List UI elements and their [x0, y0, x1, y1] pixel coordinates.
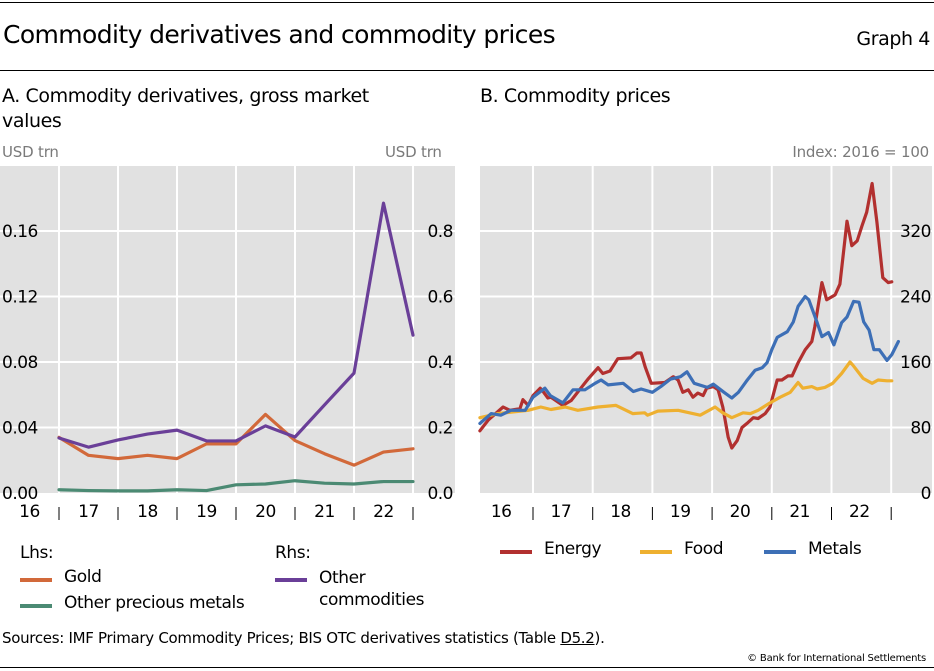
copyright-note: © Bank for International Settlements — [747, 653, 926, 664]
panel-a-title-line1: A. Commodity derivatives, gross market — [2, 85, 369, 107]
panel-b-plot-area — [480, 166, 932, 493]
panel-a-right-unit: USD trn — [385, 143, 442, 161]
panel-b-x-tick-label: 16 — [491, 502, 512, 522]
panel-b-x-tick-label: 22 — [849, 502, 870, 522]
panel-a-right-tick-label: 0.0 — [427, 484, 453, 504]
panel-a-right-tick-label: 0.8 — [427, 222, 453, 242]
legend-item-food: Food — [640, 539, 724, 559]
panel-a-left-tick-label: 0.12 — [2, 288, 38, 308]
legend-lhs-label: Lhs: — [20, 543, 54, 563]
gold-swatch-icon — [20, 578, 52, 582]
panel-b-x-tick-label: 19 — [670, 502, 691, 522]
panel-a-x-tick-label: 18 — [137, 502, 158, 522]
panel-b-right-tick-label: 80 — [910, 419, 931, 439]
panel-b-x-tick-label: 21 — [789, 502, 810, 522]
legend-item-energy: Energy — [500, 539, 602, 559]
sources-text: Sources: IMF Primary Commodity Prices; B… — [2, 629, 561, 647]
panel-b-x-tick-label: 17 — [551, 502, 572, 522]
panel-a-title-line2: values — [2, 110, 62, 132]
series-line-food — [478, 360, 894, 420]
panel-b-x-tick-label: 20 — [730, 502, 751, 522]
panel-a-left-tick-label: 0.08 — [2, 353, 38, 373]
legend-gold-label: Gold — [64, 567, 102, 587]
charts-canvas: 0.00 0.04 0.08 0.12 0.16 0.0 0.2 0.4 0.6 0.8 16 17 1… — [0, 166, 932, 522]
top-rule — [0, 2, 934, 3]
panel-b-chart: 0 80 160 240 320 16 17 18 19 20 21 22 — [478, 166, 932, 522]
panel-a-x-tick-label: 21 — [314, 502, 335, 522]
panel-a-title: A. Commodity derivatives, gross market v… — [2, 84, 369, 134]
panel-a-right-tick-label: 0.2 — [427, 419, 453, 439]
panel-a-right-tick-label: 0.6 — [427, 288, 453, 308]
panel-b-title: B. Commodity prices — [480, 85, 671, 107]
legend-item-metals: Metals — [764, 539, 862, 559]
metals-swatch-icon — [764, 550, 796, 554]
panel-b-right-tick-label: 240 — [900, 288, 931, 308]
graph-number: Graph 4 — [856, 28, 930, 50]
series-line-metals — [478, 294, 901, 425]
other-commodities-swatch-icon — [275, 578, 307, 582]
other-precious-metals-swatch-icon — [20, 604, 52, 608]
legend-energy-label: Energy — [544, 539, 602, 559]
panel-b-x-tick-label: 18 — [610, 502, 631, 522]
panel-b-right-tick-label: 160 — [900, 353, 931, 373]
panel-a-x-tick-label: 22 — [373, 502, 394, 522]
bottom-rule — [0, 667, 934, 668]
panel-a-right-tick-label: 0.4 — [427, 353, 453, 373]
panel-a-x-tick-label: 17 — [78, 502, 99, 522]
food-swatch-icon — [640, 550, 672, 554]
panel-a-left-tick-label: 0.04 — [2, 419, 38, 439]
panel-a-x-tick-label: 20 — [255, 502, 276, 522]
figure-title: Commodity derivatives and commodity pric… — [3, 20, 556, 49]
sources-note: Sources: IMF Primary Commodity Prices; B… — [2, 629, 605, 647]
panel-a-left-unit: USD trn — [2, 143, 59, 161]
panel-a-x-tick-label: 16 — [19, 502, 40, 522]
panel-b-right-unit: Index: 2016 = 100 — [792, 143, 929, 161]
legend-other-commodities-label: Other commodities — [319, 567, 424, 611]
energy-swatch-icon — [500, 550, 532, 554]
legend-food-label: Food — [684, 539, 724, 559]
legend-item-gold: Gold — [20, 567, 102, 587]
panel-a-left-tick-label: 0.00 — [2, 484, 38, 504]
panel-b-right-tick-label: 320 — [900, 222, 931, 242]
header-rule — [0, 70, 934, 71]
panel-a-x-tick-label: 19 — [196, 502, 217, 522]
legend-item-other-precious-metals: Other precious metals — [20, 593, 245, 613]
legend-metals-label: Metals — [808, 539, 862, 559]
legend-rhs-label: Rhs: — [275, 543, 311, 563]
legend-other-precious-metals-label: Other precious metals — [64, 593, 245, 613]
panel-b-right-tick-label: 0 — [921, 484, 931, 504]
legend-other-commodities-line1: Other — [319, 568, 366, 588]
legend-item-other-commodities: Other commodities — [275, 567, 424, 611]
panel-a-chart: 0.00 0.04 0.08 0.12 0.16 0.0 0.2 0.4 0.6 0.8 16 17 1… — [0, 166, 455, 522]
panel-a-left-tick-label: 0.16 — [2, 222, 38, 242]
sources-suffix: ). — [594, 629, 605, 647]
table-d52-link[interactable]: D5.2 — [560, 629, 595, 647]
legend-other-commodities-line2: commodities — [319, 590, 425, 610]
